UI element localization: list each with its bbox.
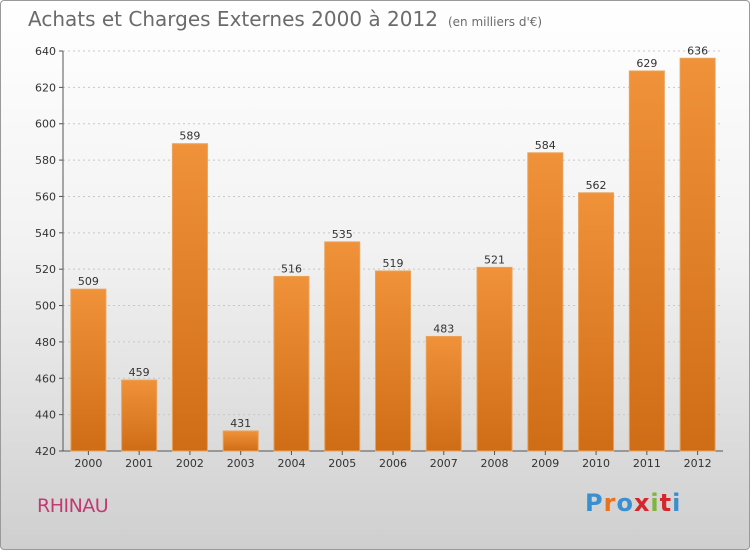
bar (171, 143, 208, 452)
x-tick-label: 2000 (74, 457, 102, 470)
x-tick-label: 2002 (176, 457, 204, 470)
bar-value-label: 516 (281, 262, 302, 275)
x-tick-label: 2005 (328, 457, 356, 470)
bar-value-label: 459 (129, 366, 150, 379)
x-tick-label: 2006 (379, 457, 407, 470)
x-tick-label: 2003 (227, 457, 255, 470)
bar-value-label: 636 (687, 44, 708, 57)
brand-letter: r (603, 489, 617, 517)
bar (628, 70, 665, 452)
bar (425, 335, 462, 452)
chart-title: Achats et Charges Externes 2000 à 2012 (e… (28, 7, 542, 31)
chart-title-text: Achats et Charges Externes 2000 à 2012 (28, 7, 438, 31)
brand-letter: o (616, 489, 634, 517)
x-tick-label: 2011 (633, 457, 661, 470)
bar-value-label: 589 (179, 130, 200, 143)
bar-value-label: 483 (433, 322, 454, 335)
bar (70, 288, 107, 452)
brand-letter: i (650, 489, 660, 517)
bar (578, 192, 615, 452)
y-tick-label: 600 (35, 118, 56, 131)
bar-value-label: 521 (484, 253, 505, 266)
bar (679, 57, 716, 452)
y-tick-label: 460 (35, 372, 56, 385)
x-tick-label: 2012 (684, 457, 712, 470)
bar-value-label: 562 (586, 179, 607, 192)
x-tick-label: 2010 (582, 457, 610, 470)
y-tick-label: 540 (35, 227, 56, 240)
bar (375, 270, 411, 452)
bar-value-label: 629 (636, 57, 657, 70)
bar-value-label: 431 (230, 417, 251, 430)
y-tick-label: 560 (35, 190, 56, 203)
bar (273, 275, 310, 452)
bar (222, 430, 259, 452)
x-tick-label: 2008 (481, 457, 509, 470)
y-tick-label: 620 (35, 81, 56, 94)
bar-value-label: 535 (332, 228, 353, 241)
y-tick-label: 580 (35, 154, 56, 167)
x-tick-label: 2007 (430, 457, 458, 470)
brand-letter: x (633, 489, 651, 517)
bar (324, 241, 361, 452)
x-tick-label: 2009 (531, 457, 559, 470)
brand-letter: i (672, 489, 682, 517)
y-tick-label: 640 (35, 45, 56, 58)
chart-subtitle: (en milliers d'€) (447, 15, 543, 29)
bar (527, 152, 564, 452)
y-tick-label: 420 (35, 445, 56, 458)
x-tick-label: 2001 (125, 457, 153, 470)
bar-value-label: 584 (535, 139, 556, 152)
brand-letter: P (585, 489, 604, 517)
bar (121, 379, 158, 452)
y-tick-label: 480 (35, 336, 56, 349)
x-tick-label: 2004 (277, 457, 305, 470)
bar (476, 266, 513, 452)
y-tick-label: 440 (35, 409, 56, 422)
commune-name: RHINAU (37, 495, 109, 517)
bar-value-label: 509 (78, 275, 99, 288)
y-tick-label: 520 (35, 263, 56, 276)
proxiti-logo: Proxiti (585, 489, 681, 517)
y-tick-label: 500 (35, 300, 56, 313)
bar-value-label: 519 (383, 257, 404, 270)
brand-letter: t (659, 489, 673, 517)
